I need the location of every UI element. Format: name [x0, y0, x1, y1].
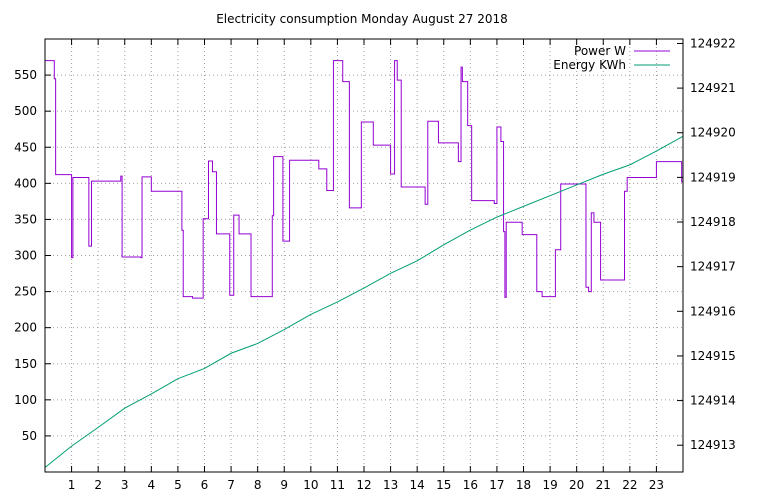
y-tick-label: 100: [14, 393, 37, 407]
axis-ticks: 1 2 3 4 5 6 7 8 9 10 11 12 13 14 15 16 17 18 19 20 21 22 23501…: [14, 36, 736, 492]
x-tick-label: 13: [383, 478, 398, 492]
x-tick-label: 4: [148, 478, 156, 492]
x-tick-label: 7: [227, 478, 235, 492]
x-tick-label: 8: [254, 478, 262, 492]
y2-tick-label: 124921: [690, 81, 736, 95]
legend-label: Power W: [574, 44, 626, 58]
y2-tick-label: 124919: [690, 170, 736, 184]
x-tick-label: 2: [94, 478, 102, 492]
y-tick-label: 300: [14, 249, 37, 263]
y2-tick-label: 124914: [690, 394, 736, 408]
x-tick-label: 11: [330, 478, 345, 492]
y-tick-label: 200: [14, 321, 37, 335]
x-tick-label: 9: [280, 478, 288, 492]
x-tick-label: 18: [516, 478, 531, 492]
x-tick-label: 14: [410, 478, 425, 492]
x-tick-label: 23: [649, 478, 664, 492]
y-tick-label: 400: [14, 176, 37, 190]
x-tick-label: 3: [121, 478, 129, 492]
y2-tick-label: 124917: [690, 260, 736, 274]
x-tick-label: 22: [622, 478, 637, 492]
x-tick-label: 19: [542, 478, 557, 492]
legend-label: Energy KWh: [553, 58, 626, 72]
y2-tick-label: 124915: [690, 349, 736, 363]
y2-tick-label: 124913: [690, 438, 736, 452]
x-tick-label: 12: [356, 478, 371, 492]
y-tick-label: 250: [14, 285, 37, 299]
chart-title: Electricity consumption Monday August 27…: [216, 12, 508, 26]
grid: [45, 39, 683, 472]
x-tick-label: 17: [489, 478, 504, 492]
x-tick-label: 16: [463, 478, 478, 492]
series-line-2: [44, 135, 684, 468]
x-tick-label: 21: [596, 478, 611, 492]
y-tick-label: 500: [14, 104, 37, 118]
x-tick-label: 20: [569, 478, 584, 492]
series-line-1: [45, 60, 683, 299]
y2-tick-label: 124922: [690, 36, 736, 50]
y-tick-label: 450: [14, 140, 37, 154]
y-tick-label: 550: [14, 68, 37, 82]
y2-tick-label: 124920: [690, 126, 736, 140]
x-tick-label: 1: [68, 478, 76, 492]
y-tick-label: 150: [14, 357, 37, 371]
x-tick-label: 6: [201, 478, 209, 492]
x-tick-label: 15: [436, 478, 451, 492]
series-layer: [44, 60, 684, 468]
y-tick-label: 50: [22, 429, 37, 443]
y2-tick-label: 124916: [690, 304, 736, 318]
x-tick-label: 10: [303, 478, 318, 492]
y-tick-label: 350: [14, 212, 37, 226]
y2-tick-label: 124918: [690, 215, 736, 229]
plot-frame: [44, 38, 684, 473]
x-tick-label: 5: [174, 478, 182, 492]
